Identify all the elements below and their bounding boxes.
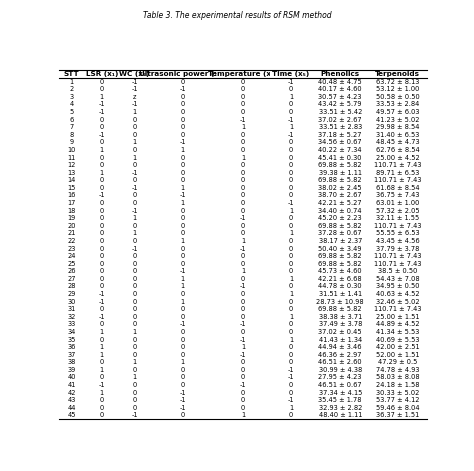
Text: Table 3. The experimental results of RSM method: Table 3. The experimental results of RSM…: [143, 11, 331, 20]
